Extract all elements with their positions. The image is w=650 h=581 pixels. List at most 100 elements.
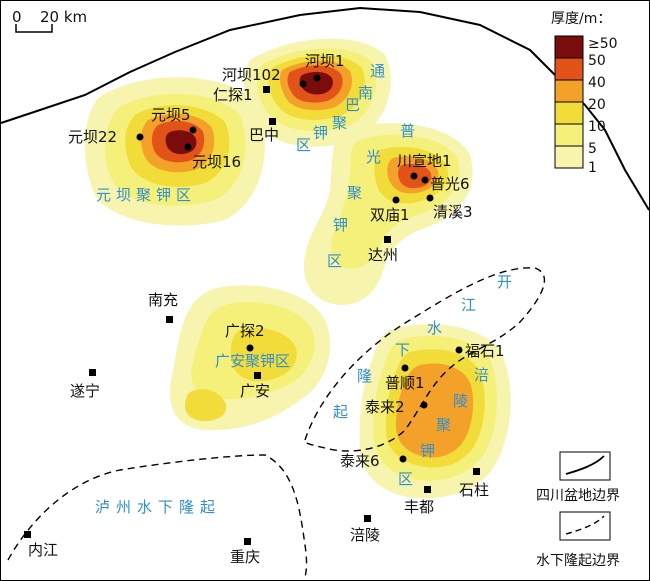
city-label: 重庆 — [230, 548, 260, 566]
zone-char: 南 — [358, 84, 373, 102]
well-label: 川宣地1 — [397, 152, 452, 170]
zone-labels: 元坝聚钾区 广安聚钾区 泸州水下隆起 通 南 巴 聚 钾 区 普 光 聚 钾 区… — [95, 62, 512, 516]
legend-swatch-ge50 — [554, 35, 584, 59]
legend-basin-label: 四川盆地边界 — [536, 488, 620, 504]
well-label: 元坝5 — [151, 106, 191, 124]
zone-char: 巴 — [345, 96, 360, 114]
well-label: 福石1 — [465, 342, 505, 360]
well-dot-sm1 — [392, 196, 400, 204]
city-dot-dazhou — [384, 236, 391, 243]
city-labels: 巴中 达州 南充 遂宁 广安 石柱 丰都 涪陵 内江 重庆 — [28, 126, 489, 566]
zone-char: 钾 — [313, 124, 328, 142]
legend-swatch-10 — [554, 123, 584, 147]
city-label: 南充 — [148, 291, 178, 309]
zone-char: 光 — [366, 148, 381, 166]
legend-uplift-line — [565, 515, 605, 535]
legend-swatch-5 — [554, 145, 584, 169]
city-dot-guangan — [254, 372, 261, 379]
well-label: 元坝22 — [68, 128, 117, 146]
zone-label-luzhou: 泸州水下隆起 — [95, 498, 221, 516]
well-label: 普光6 — [430, 175, 470, 193]
city-label: 丰都 — [404, 498, 434, 516]
city-dot-chongqing — [244, 538, 251, 545]
well-label: 双庙1 — [370, 206, 410, 224]
legend-swatch-40 — [554, 79, 584, 103]
kaijiang-uplift-boundary — [304, 267, 546, 452]
zone-char: 水 — [427, 319, 442, 337]
city-label: 巴中 — [249, 126, 279, 144]
city-dot-neijiang — [24, 531, 31, 538]
city-dot-fengdu — [424, 486, 431, 493]
zone-char: 聚 — [347, 184, 362, 202]
well-dot-fs1 — [455, 346, 463, 354]
well-dot-pg6 — [421, 176, 429, 184]
zone-char: 下 — [395, 341, 410, 359]
zone-char: 通 — [370, 62, 385, 80]
well-label: 元坝16 — [192, 153, 241, 171]
well-dot-qx3 — [426, 194, 434, 202]
legend-swatch-20 — [554, 101, 584, 125]
city-dot-rentan — [263, 86, 270, 93]
zone-label-yuanba: 元坝聚钾区 — [96, 186, 196, 204]
legend-basin-line — [565, 455, 605, 475]
legend-basin-box — [559, 451, 611, 481]
zone-char: 陵 — [453, 392, 468, 410]
legend-label: 1 — [588, 160, 597, 176]
well-label: 泰来2 — [365, 398, 405, 416]
tongnanba-contours — [244, 38, 391, 147]
zone-char: 普 — [400, 122, 415, 140]
city-label: 涪陵 — [350, 526, 380, 544]
well-labels: 河坝102 河坝1 仁探1 元坝5 元坝22 元坝16 川宣地1 普光6 双庙1… — [68, 52, 505, 470]
zone-char: 钾 — [333, 216, 348, 234]
zone-char: 开 — [497, 273, 512, 291]
legend-label: 5 — [588, 141, 597, 157]
legend-uplift-label: 水下隆起边界 — [536, 553, 620, 569]
well-dot-cxd1 — [410, 172, 418, 180]
legend-uplift-box — [559, 511, 611, 541]
well-label: 普顺1 — [385, 374, 425, 392]
well-label: 清溪3 — [433, 203, 473, 221]
well-dot-ps1 — [401, 364, 409, 372]
well-label: 广探2 — [225, 322, 265, 340]
zone-char: 起 — [333, 403, 348, 421]
zone-char: 江 — [461, 296, 476, 314]
well-label: 泰来6 — [340, 452, 380, 470]
city-label: 达州 — [368, 246, 398, 264]
zone-char: 隆 — [357, 367, 372, 385]
city-label: 遂宁 — [70, 382, 100, 400]
zone-char: 区 — [398, 470, 413, 488]
zone-char: 区 — [327, 252, 342, 270]
well-dot-gt2 — [246, 344, 254, 352]
basin-boundary-line — [0, 6, 650, 211]
well-dot-hb102 — [299, 80, 307, 88]
zone-char: 涪 — [474, 366, 489, 384]
well-markers — [136, 74, 463, 463]
legend-label: 20 — [588, 97, 606, 113]
city-label: 广安 — [240, 382, 270, 400]
city-dot-nanchong — [166, 316, 173, 323]
well-dot-tl2 — [420, 401, 428, 409]
legend-label: 40 — [588, 75, 606, 91]
zone-char: 聚 — [436, 416, 451, 434]
luzhou-uplift-boundary — [7, 454, 308, 581]
zone-label-guangan: 广安聚钾区 — [215, 352, 290, 370]
city-dot-bazhong — [269, 118, 276, 125]
legend-label: ≥50 — [588, 36, 618, 52]
well-label: 仁探1 — [213, 86, 253, 104]
legend-swatch-50 — [554, 57, 584, 81]
scale-bar: 0 20 km — [12, 8, 87, 33]
well-dot-yb5 — [189, 126, 197, 134]
well-dot-yb22 — [136, 133, 144, 141]
city-markers — [24, 86, 480, 545]
legend-label: 50 — [588, 53, 606, 69]
fuling-contours — [359, 324, 511, 499]
zone-char: 聚 — [332, 114, 347, 132]
well-label: 河坝1 — [305, 52, 345, 70]
well-label: 河坝102 — [222, 66, 281, 84]
zone-char: 钾 — [420, 442, 435, 460]
city-label: 内江 — [28, 541, 58, 559]
zone-char: 区 — [296, 136, 311, 154]
scale-length-label: 20 km — [40, 8, 87, 26]
legend-label: 10 — [588, 119, 606, 135]
city-dot-fuling — [364, 515, 371, 522]
